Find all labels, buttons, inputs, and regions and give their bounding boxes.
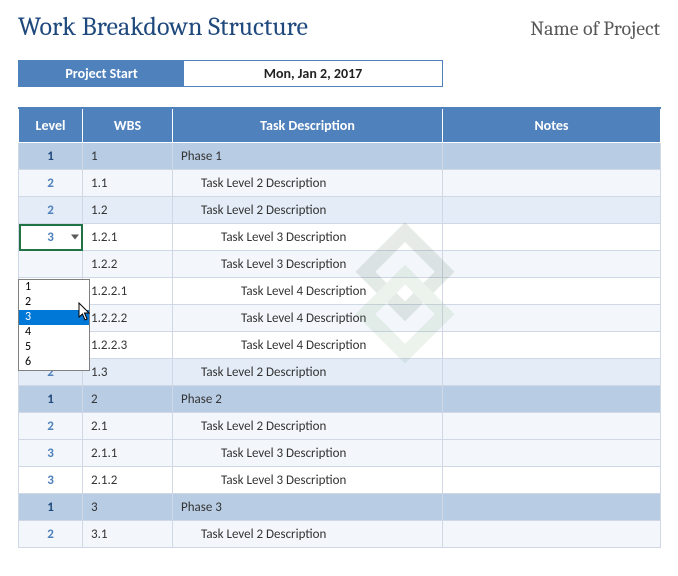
table-row: 23.1Task Level 2 Description xyxy=(19,521,661,548)
notes-cell[interactable] xyxy=(443,170,661,197)
notes-cell[interactable] xyxy=(443,332,661,359)
notes-cell[interactable] xyxy=(443,251,661,278)
wbs-cell[interactable]: 2 xyxy=(83,386,173,413)
col-header-notes: Notes xyxy=(443,108,661,143)
dropdown-option[interactable]: 6 xyxy=(19,355,89,370)
task-cell[interactable]: Task Level 2 Description xyxy=(173,170,443,197)
project-start-label: Project Start xyxy=(19,61,184,86)
dropdown-arrow-icon[interactable] xyxy=(71,235,79,240)
task-cell[interactable]: Phase 2 xyxy=(173,386,443,413)
level-cell[interactable]: 3 xyxy=(19,440,83,467)
notes-cell[interactable] xyxy=(443,521,661,548)
wbs-cell[interactable]: 2.1 xyxy=(83,413,173,440)
wbs-cell[interactable]: 1.3 xyxy=(83,359,173,386)
notes-cell[interactable] xyxy=(443,413,661,440)
task-cell[interactable]: Task Level 2 Description xyxy=(173,521,443,548)
dropdown-option[interactable]: 1 xyxy=(19,280,89,295)
level-cell[interactable]: 3 xyxy=(19,224,83,251)
table-row: 13Phase 3 xyxy=(19,494,661,521)
wbs-cell[interactable]: 2.1.1 xyxy=(83,440,173,467)
task-cell[interactable]: Task Level 4 Description xyxy=(173,332,443,359)
task-cell[interactable]: Task Level 3 Description xyxy=(173,251,443,278)
wbs-cell[interactable]: 1 xyxy=(83,143,173,170)
table-row: 11Phase 1 xyxy=(19,143,661,170)
task-cell[interactable]: Task Level 2 Description xyxy=(173,197,443,224)
table-row: 12Phase 2 xyxy=(19,386,661,413)
task-cell[interactable]: Task Level 2 Description xyxy=(173,359,443,386)
table-row: 1.2.2.1Task Level 4 Description xyxy=(19,278,661,305)
task-cell[interactable]: Task Level 3 Description xyxy=(173,440,443,467)
col-header-wbs: WBS xyxy=(83,108,173,143)
table-row: 32.1.1Task Level 3 Description xyxy=(19,440,661,467)
notes-cell[interactable] xyxy=(443,467,661,494)
table-row: 22.1Task Level 2 Description xyxy=(19,413,661,440)
task-cell[interactable]: Task Level 4 Description xyxy=(173,278,443,305)
notes-cell[interactable] xyxy=(443,197,661,224)
notes-cell[interactable] xyxy=(443,440,661,467)
task-cell[interactable]: Task Level 2 Description xyxy=(173,413,443,440)
table-row: 41.2.2.3Task Level 4 Description xyxy=(19,332,661,359)
notes-cell[interactable] xyxy=(443,278,661,305)
task-cell[interactable]: Task Level 3 Description xyxy=(173,224,443,251)
dropdown-option[interactable]: 3 xyxy=(19,310,89,325)
level-cell[interactable]: 3 xyxy=(19,467,83,494)
project-start-value[interactable]: Mon, Jan 2, 2017 xyxy=(184,61,442,86)
notes-cell[interactable] xyxy=(443,224,661,251)
wbs-cell[interactable]: 3 xyxy=(83,494,173,521)
col-header-task: Task Description xyxy=(173,108,443,143)
dropdown-option[interactable]: 4 xyxy=(19,325,89,340)
wbs-cell[interactable]: 1.2.2.1 xyxy=(83,278,173,305)
task-cell[interactable]: Phase 3 xyxy=(173,494,443,521)
level-cell[interactable]: 2 xyxy=(19,413,83,440)
wbs-table: Level WBS Task Description Notes 11Phase… xyxy=(18,107,661,548)
level-cell[interactable]: 1 xyxy=(19,386,83,413)
wbs-cell[interactable]: 1.2.2.3 xyxy=(83,332,173,359)
dropdown-option[interactable]: 2 xyxy=(19,295,89,310)
notes-cell[interactable] xyxy=(443,494,661,521)
level-dropdown[interactable]: 123456 xyxy=(18,279,90,371)
project-start-row: Project Start Mon, Jan 2, 2017 xyxy=(18,60,443,87)
notes-cell[interactable] xyxy=(443,386,661,413)
table-row: 32.1.2Task Level 3 Description xyxy=(19,467,661,494)
table-row: 1.2.2Task Level 3 Description xyxy=(19,251,661,278)
project-name: Name of Project xyxy=(530,17,660,40)
level-cell[interactable]: 2 xyxy=(19,521,83,548)
table-row: 21.2Task Level 2 Description xyxy=(19,197,661,224)
table-header-row: Level WBS Task Description Notes xyxy=(19,108,661,143)
table-row: 31.2.1Task Level 3 Description xyxy=(19,224,661,251)
task-cell[interactable]: Task Level 4 Description xyxy=(173,305,443,332)
col-header-level: Level xyxy=(19,108,83,143)
notes-cell[interactable] xyxy=(443,305,661,332)
level-cell[interactable]: 1 xyxy=(19,494,83,521)
level-cell[interactable]: 2 xyxy=(19,197,83,224)
task-cell[interactable]: Phase 1 xyxy=(173,143,443,170)
wbs-cell[interactable]: 1.2 xyxy=(83,197,173,224)
level-cell[interactable]: 1 xyxy=(19,143,83,170)
table-row: 21.1Task Level 2 Description xyxy=(19,170,661,197)
title-row: Work Breakdown Structure Name of Project xyxy=(18,12,660,42)
wbs-cell[interactable]: 1.2.2 xyxy=(83,251,173,278)
wbs-cell[interactable]: 2.1.2 xyxy=(83,467,173,494)
level-cell[interactable] xyxy=(19,251,83,278)
wbs-cell[interactable]: 1.2.1 xyxy=(83,224,173,251)
table-row: 1.2.2.2Task Level 4 Description xyxy=(19,305,661,332)
wbs-cell[interactable]: 1.2.2.2 xyxy=(83,305,173,332)
notes-cell[interactable] xyxy=(443,359,661,386)
dropdown-option[interactable]: 5 xyxy=(19,340,89,355)
wbs-cell[interactable]: 3.1 xyxy=(83,521,173,548)
level-cell[interactable]: 2 xyxy=(19,170,83,197)
wbs-cell[interactable]: 1.1 xyxy=(83,170,173,197)
task-cell[interactable]: Task Level 3 Description xyxy=(173,467,443,494)
table-row: 21.3Task Level 2 Description xyxy=(19,359,661,386)
notes-cell[interactable] xyxy=(443,143,661,170)
page-title: Work Breakdown Structure xyxy=(18,12,308,42)
